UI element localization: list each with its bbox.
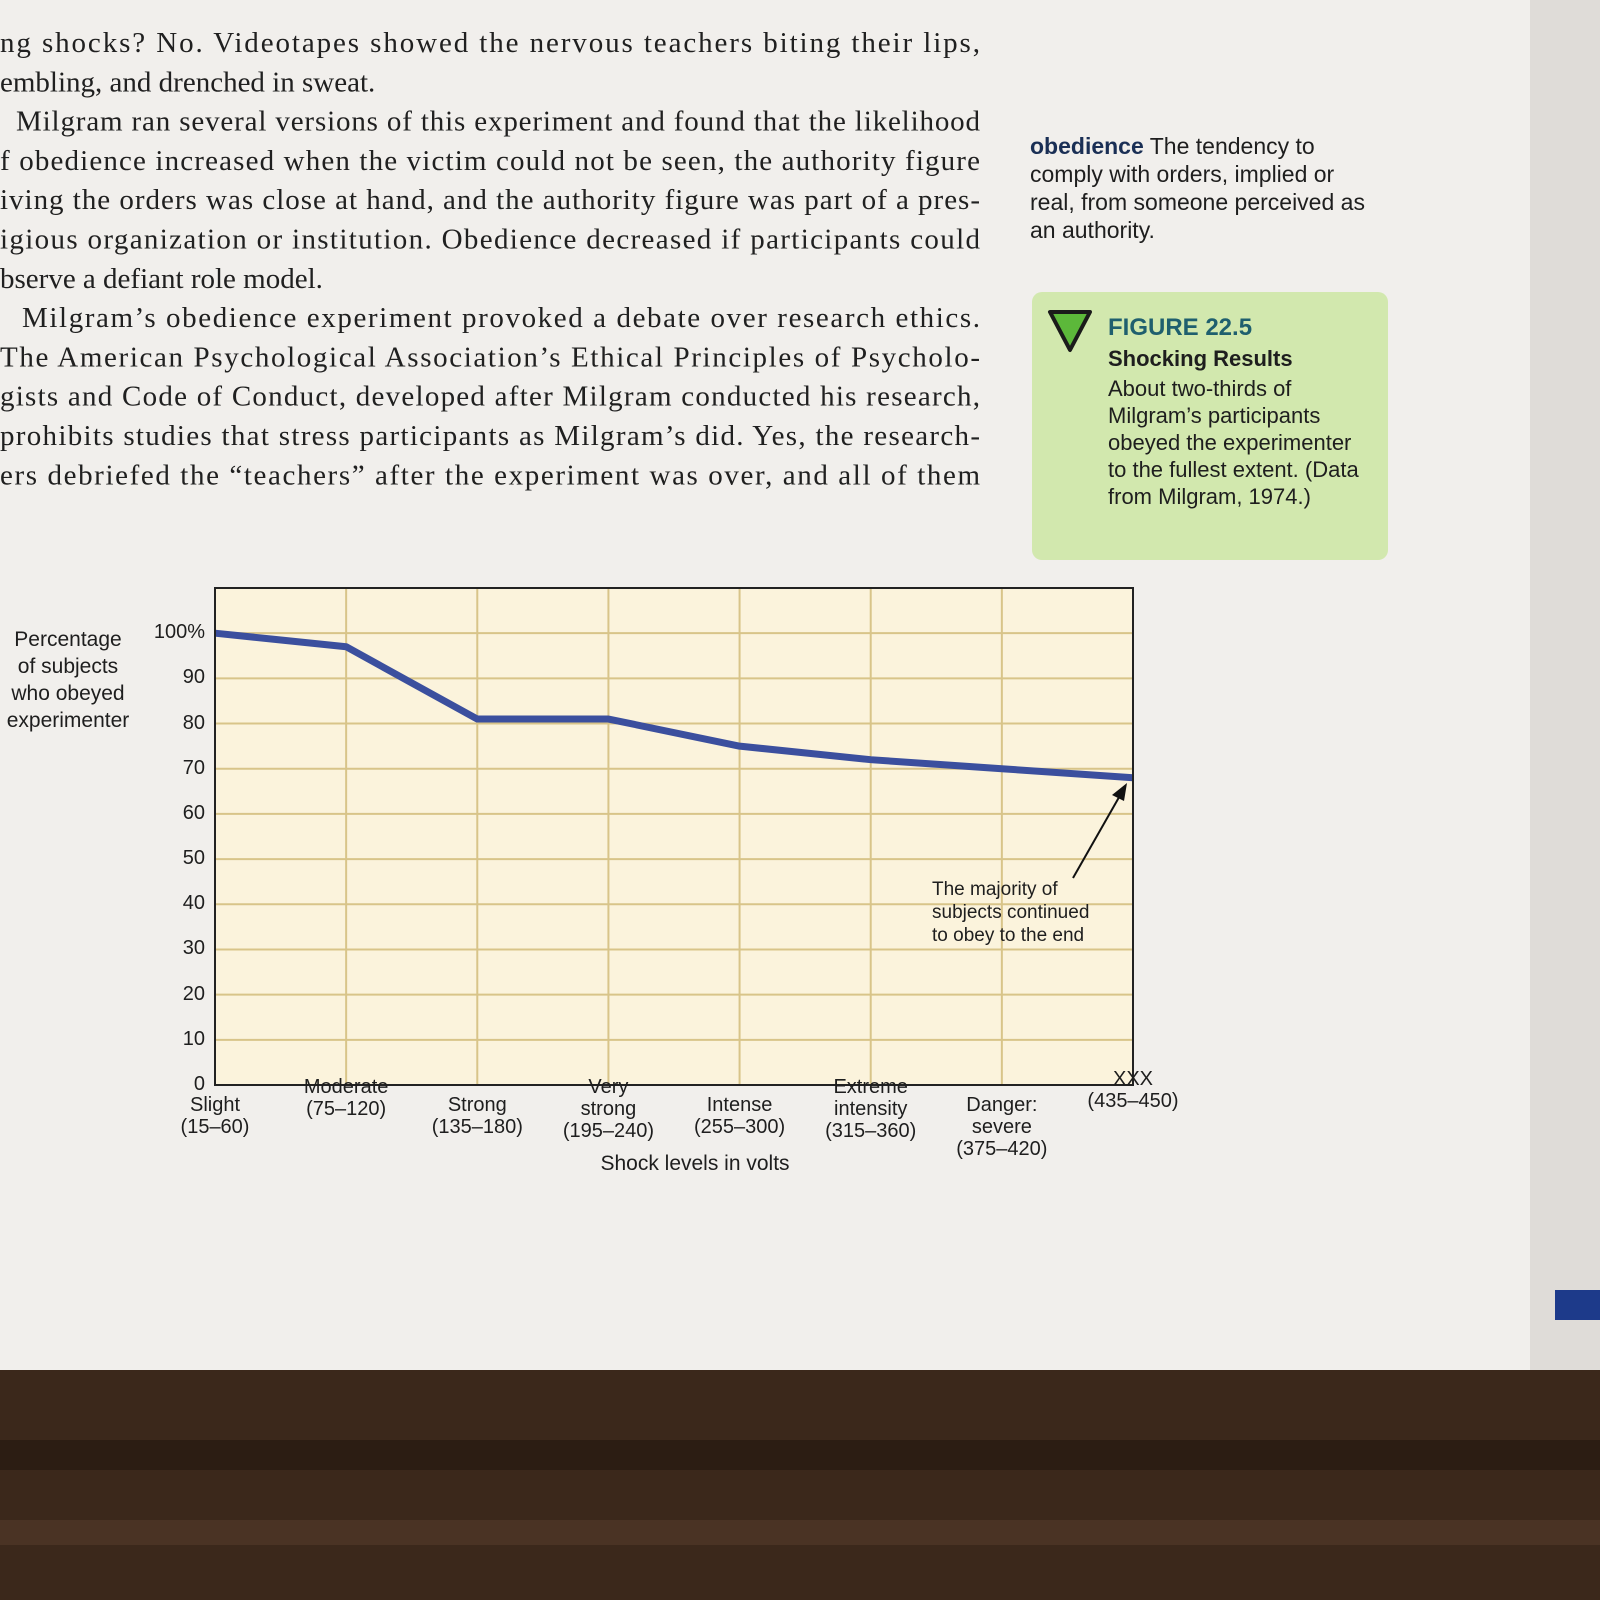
annotation-arrow: [1072, 791, 1123, 879]
book-edge: [1530, 0, 1600, 1370]
x-tick-label: Moderate (75–120): [303, 1076, 389, 1120]
glossary: obedience The tendency to comply with or…: [1030, 132, 1380, 244]
y-tick-label: 70: [182, 756, 205, 779]
x-tick-label: Slight (15–60): [180, 1094, 250, 1138]
y-tick-label: 50: [182, 847, 205, 870]
book-cover: [1555, 1290, 1600, 1320]
x-tick-label: Danger: severe (375–420): [956, 1094, 1048, 1160]
y-tick-label: 90: [182, 666, 205, 689]
figure-icon: [1048, 310, 1092, 352]
body-text-line: ng shocks? No. Videotapes showed the ner…: [0, 27, 980, 59]
figure-title: Shocking Results: [1108, 346, 1293, 371]
y-tick-label: 80: [182, 711, 205, 734]
y-tick-label: 100%: [153, 621, 205, 644]
plot-area: [214, 587, 1134, 1086]
x-axis-label: Shock levels in volts: [600, 1152, 790, 1175]
body-text-line: gists and Code of Conduct, developed aft…: [0, 381, 980, 413]
y-tick-label: 60: [182, 801, 205, 824]
figure-box: [1032, 292, 1388, 560]
figure-caption: About two-thirds of Milgram’s participan…: [1108, 376, 1359, 509]
body-text-line: ers debriefed the “teachers” after the e…: [0, 459, 980, 491]
body-text-line: Milgram’s obedience experiment provoked …: [22, 302, 980, 334]
y-tick-label: 0: [193, 1073, 205, 1095]
x-tick-label: XXX (435–450): [1087, 1068, 1179, 1112]
body-text-line: The American Psychological Association’s…: [0, 341, 980, 373]
body-text-line: Milgram ran several versions of this exp…: [16, 106, 981, 138]
y-tick-label: 10: [182, 1027, 205, 1050]
glossary-term: obedience: [1030, 133, 1144, 159]
annotation: The majority of subjects continued to ob…: [932, 879, 1090, 946]
x-tick-label: Intense (255–300): [693, 1094, 786, 1138]
wood-grain: [0, 1520, 1600, 1545]
x-tick-label: Extreme intensity (315–360): [825, 1076, 917, 1142]
body-text-line: embling, and drenched in sweat.: [0, 66, 375, 98]
y-tick-label: 30: [182, 937, 205, 960]
body-text-line: iving the orders was close at hand, and …: [0, 184, 980, 216]
figure-number: FIGURE 22.5: [1108, 314, 1253, 341]
wood-grain: [0, 1440, 1600, 1470]
x-tick-label: Strong (135–180): [431, 1094, 523, 1138]
body-text-line: f obedience increased when the victim co…: [0, 145, 980, 177]
y-axis-label: Percentage of subjects who obeyed experi…: [6, 628, 130, 732]
plot-frame: [214, 587, 1134, 1086]
y-tick-label: 20: [182, 982, 205, 1005]
body-text-line: igious organization or institution. Obed…: [0, 224, 981, 256]
body-text-line: prohibits studies that stress participan…: [0, 420, 980, 452]
table-surface: [0, 1370, 1600, 1600]
arrow-head: [1112, 783, 1127, 801]
x-tick-label: Very strong (195–240): [562, 1076, 655, 1142]
glossary-definition: The tendency to comply with orders, impl…: [1030, 133, 1365, 243]
body-text-line: bserve a defiant role model.: [0, 263, 323, 295]
y-tick-label: 40: [182, 892, 205, 915]
data-line: [214, 629, 1134, 782]
